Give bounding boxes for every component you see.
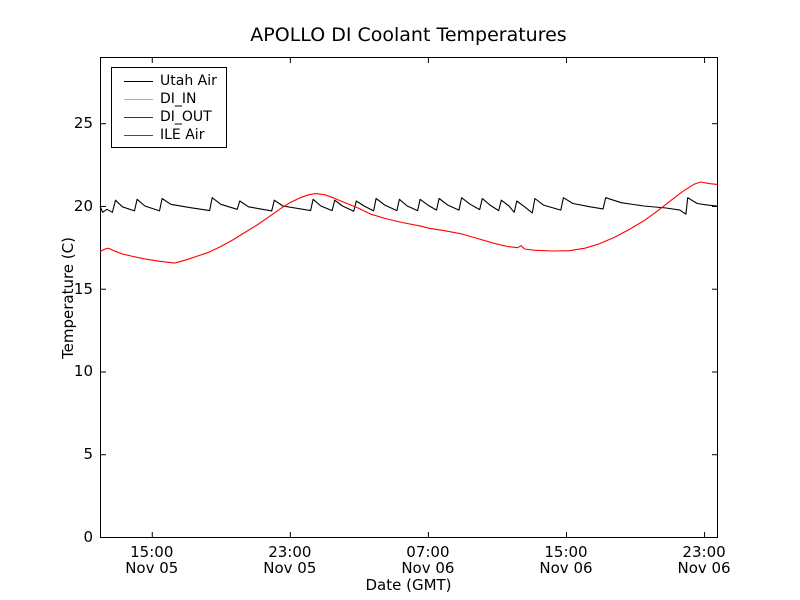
- y-tick-label: 5: [83, 445, 93, 464]
- y-tick-label: 10: [73, 362, 93, 381]
- series-line-utah-air: [99, 197, 718, 215]
- legend-item-ile-air: ILE Air: [112, 126, 226, 144]
- axes-frame: [100, 57, 718, 538]
- legend-item-utah-air: Utah Air: [112, 72, 226, 90]
- legend-line-sample: [124, 98, 153, 100]
- legend-label: DI_OUT: [160, 109, 212, 125]
- series-line-ile-air: [99, 181, 718, 264]
- legend-item-di-in: DI_IN: [112, 90, 226, 108]
- x-tick-label-time: 23:00: [268, 543, 312, 561]
- x-tick-label-date: Nov 05: [263, 559, 317, 577]
- x-tick-label-date: Nov 05: [125, 559, 179, 577]
- legend-line-sample: [124, 80, 153, 82]
- x-axis-label: Date (GMT): [365, 576, 452, 594]
- x-tick-label-time: 15:00: [130, 543, 174, 561]
- y-tick-label: 15: [73, 279, 93, 298]
- x-tick-label-date: Nov 06: [401, 559, 455, 577]
- legend-line-sample: [124, 134, 153, 136]
- legend-label: DI_IN: [160, 91, 197, 107]
- x-tick-label-time: 07:00: [406, 543, 450, 561]
- legend: Utah Air DI_IN DI_OUT ILE Air: [111, 67, 227, 148]
- legend-label: Utah Air: [160, 73, 217, 89]
- x-tick-label-time: 23:00: [682, 543, 726, 561]
- legend-line-sample: [124, 116, 153, 118]
- x-tick-label-date: Nov 06: [539, 559, 593, 577]
- y-tick-label: 25: [73, 114, 93, 133]
- legend-item-di-out: DI_OUT: [112, 108, 226, 126]
- y-tick-label: 20: [73, 196, 93, 215]
- tick-marks: [101, 58, 717, 538]
- x-tick-label-time: 15:00: [544, 543, 588, 561]
- x-tick-label-date: Nov 06: [677, 559, 731, 577]
- chart-title: APOLLO DI Coolant Temperatures: [250, 24, 567, 46]
- legend-label: ILE Air: [160, 127, 205, 143]
- y-tick-label: 0: [83, 528, 93, 546]
